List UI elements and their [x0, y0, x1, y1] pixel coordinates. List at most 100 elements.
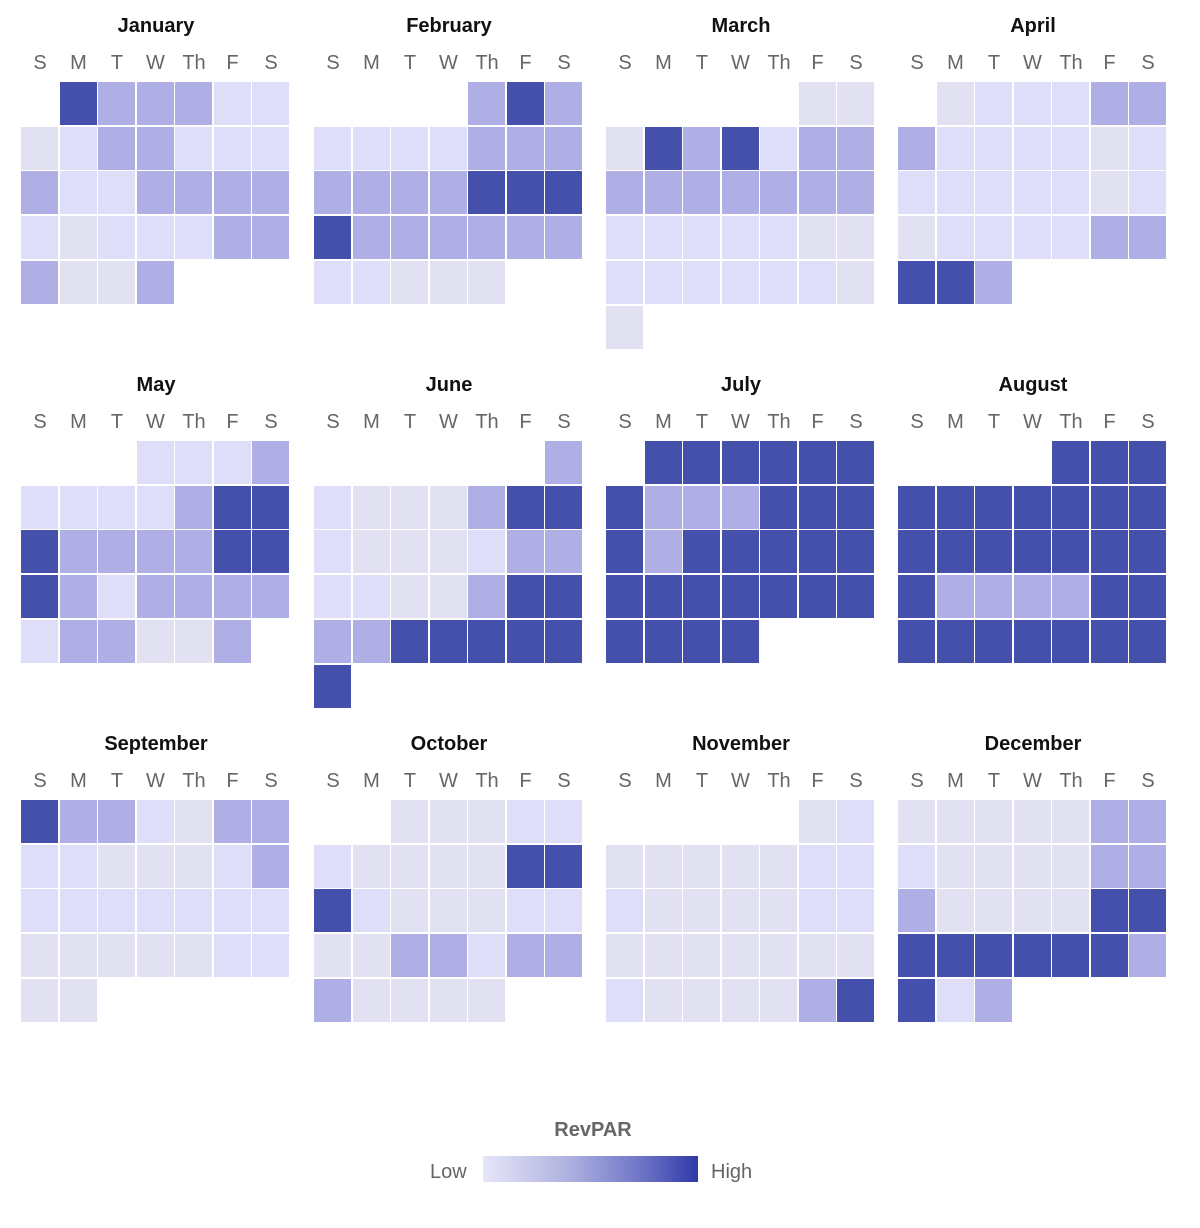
day-cell [314, 619, 351, 663]
day-cell [837, 260, 874, 304]
weekday-label: W [1023, 411, 1042, 433]
weekday-label: S [849, 52, 863, 74]
day-cell [213, 889, 251, 933]
day-cell [314, 978, 351, 1022]
day-cell [1052, 126, 1089, 170]
day-cell [136, 485, 174, 529]
day-cell [213, 82, 251, 125]
day-cell [1090, 934, 1128, 978]
day-cell [391, 575, 428, 619]
day-cell [175, 485, 212, 529]
day-cell [1052, 216, 1089, 260]
weekday-label: S [1141, 411, 1155, 433]
day-cell [837, 934, 874, 978]
day-cell [683, 126, 720, 170]
weekday-label: F [1103, 770, 1116, 792]
weekday-label: W [146, 52, 165, 74]
day-cell [975, 216, 1012, 260]
day-cell [506, 485, 544, 529]
day-cell [936, 216, 974, 260]
day-cell [352, 126, 390, 170]
day-cell [606, 934, 643, 978]
day-cell [798, 800, 836, 843]
day-cell [936, 575, 974, 619]
day-cell [683, 485, 720, 529]
day-cell [798, 441, 836, 484]
day-cell [98, 260, 135, 304]
day-cell [314, 260, 351, 304]
day-cell [136, 530, 174, 574]
day-cell [59, 800, 97, 843]
day-cell [975, 126, 1012, 170]
day-cell [1129, 844, 1166, 888]
day-cell [59, 260, 97, 304]
day-cell [21, 216, 58, 260]
day-cell [798, 934, 836, 978]
day-cell [252, 575, 289, 619]
day-cell [545, 441, 582, 484]
month-july: July S M T W Th F S [606, 374, 876, 781]
day-cell [644, 485, 682, 529]
month-april: April S M T W Th F S [898, 15, 1168, 422]
day-cell [837, 800, 874, 843]
day-cell [429, 530, 467, 574]
day-cell [1129, 441, 1166, 484]
weekday-label: Th [475, 52, 499, 74]
day-cell [175, 575, 212, 619]
day-cell [1013, 575, 1051, 619]
day-cell [21, 575, 58, 619]
weekday-label: T [987, 770, 1001, 792]
day-cell [760, 260, 797, 304]
day-cell [644, 978, 682, 1022]
day-cell [545, 844, 582, 888]
day-cell [98, 844, 135, 888]
day-cell [468, 485, 505, 529]
month-title: September [104, 733, 208, 755]
day-cell [606, 485, 643, 529]
day-cell [506, 934, 544, 978]
day-cell [1052, 844, 1089, 888]
weekday-label: S [326, 770, 340, 792]
day-cell [760, 441, 797, 484]
day-cell [21, 889, 58, 933]
day-cell [1052, 619, 1089, 663]
day-cell [314, 171, 351, 215]
day-cell [898, 260, 935, 304]
day-cell [975, 889, 1012, 933]
day-cell [644, 530, 682, 574]
weekday-label: T [695, 411, 709, 433]
day-cell [936, 844, 974, 888]
day-cell [429, 171, 467, 215]
weekday-label: S [849, 411, 863, 433]
day-cell [136, 126, 174, 170]
day-cell [1090, 441, 1128, 484]
day-cell [1090, 171, 1128, 215]
day-cell [98, 934, 135, 978]
day-cell [136, 844, 174, 888]
weekday-label: T [403, 411, 417, 433]
day-cell [314, 889, 351, 933]
day-cell [1090, 889, 1128, 933]
day-cell [837, 82, 874, 125]
weekday-label: S [1141, 770, 1155, 792]
day-cell [898, 171, 935, 215]
month-february: February S M T W Th F S [314, 15, 584, 422]
weekday-label: W [731, 52, 750, 74]
day-cell [644, 934, 682, 978]
day-cell [898, 934, 935, 978]
day-cell [391, 485, 428, 529]
day-cell [1090, 800, 1128, 843]
weekday-label: M [70, 411, 87, 433]
weekday-label: F [519, 411, 532, 433]
legend-high-label: High [711, 1161, 753, 1183]
day-cell [21, 530, 58, 574]
day-cell [98, 126, 135, 170]
day-cell [59, 530, 97, 574]
day-cell [98, 485, 135, 529]
day-cell [468, 216, 505, 260]
day-cell [1129, 216, 1166, 260]
day-cell [1052, 530, 1089, 574]
day-cell [644, 619, 682, 663]
month-title: April [1010, 15, 1056, 37]
day-cell [252, 126, 289, 170]
